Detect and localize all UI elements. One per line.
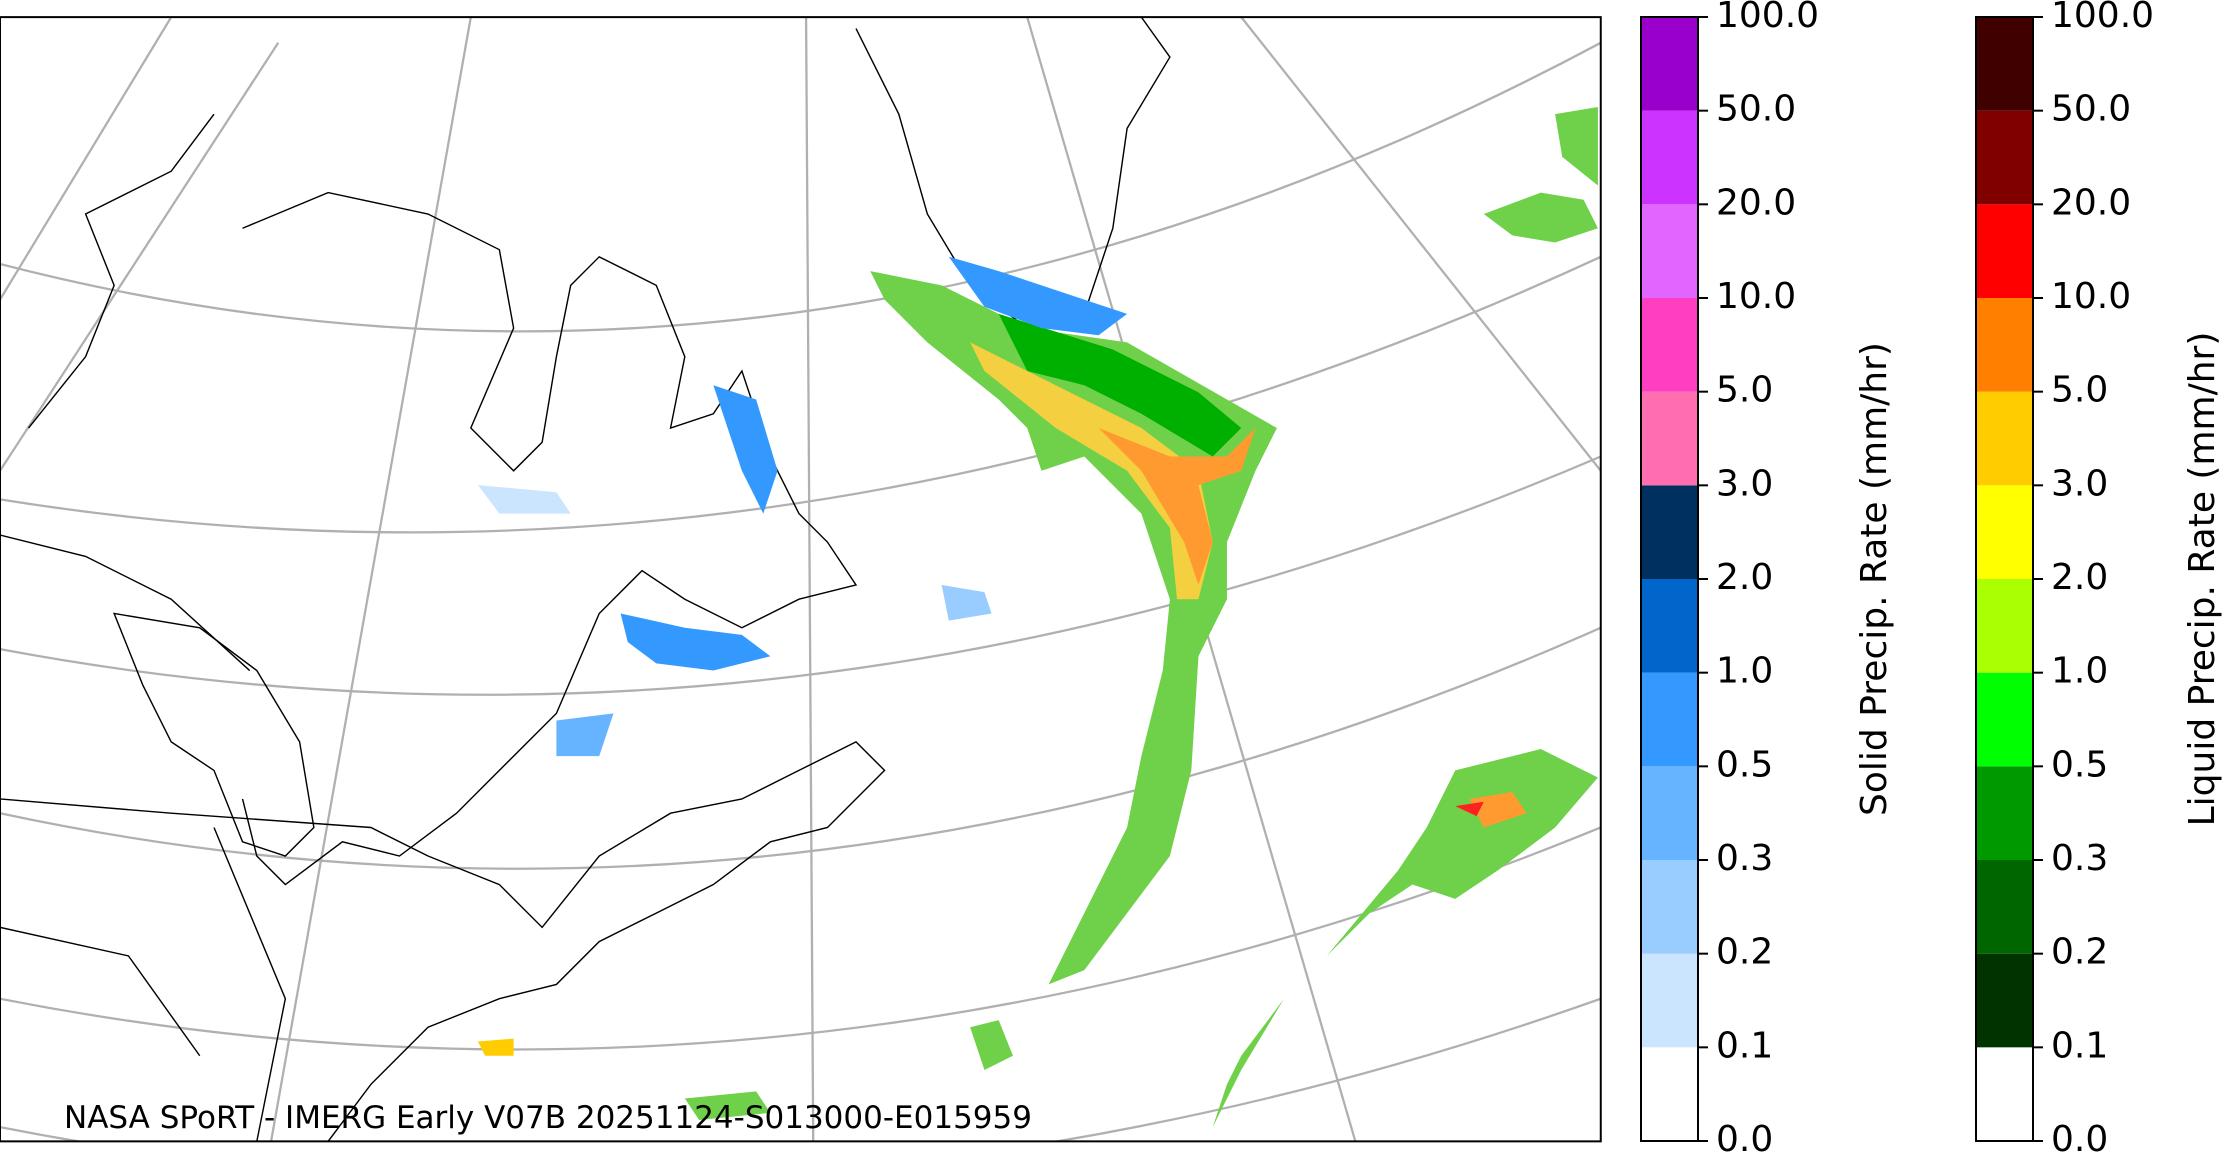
tick-label: 20.0 — [2051, 182, 2131, 223]
tick-label: 5.0 — [2051, 370, 2108, 411]
color-segment — [1641, 766, 1698, 860]
color-segment — [1976, 110, 2033, 205]
color-segment — [1976, 485, 2033, 579]
tick-label: 3.0 — [1716, 463, 1773, 504]
color-segment — [1976, 17, 2033, 111]
tick-label: 0.2 — [1716, 932, 1773, 973]
color-segment — [1641, 579, 1698, 673]
tick-label: 0.0 — [1716, 1119, 1773, 1160]
tick-label: 0.2 — [2051, 932, 2108, 973]
tick-label: 0.1 — [1716, 1025, 1773, 1066]
tick-label: 100.0 — [1716, 0, 1819, 36]
tick-label: 0.3 — [2051, 838, 2108, 879]
color-segment — [1976, 860, 2033, 954]
color-segment — [1641, 110, 1698, 205]
color-segment — [1641, 953, 1698, 1048]
tick-label: 0.5 — [1716, 744, 1773, 785]
tick-label: 2.0 — [2051, 557, 2108, 598]
tick-label: 10.0 — [1716, 276, 1796, 317]
tick-label: 0.0 — [2051, 1119, 2108, 1160]
color-segment — [1976, 391, 2033, 486]
tick-label: 10.0 — [2051, 276, 2131, 317]
color-segment — [1641, 298, 1698, 392]
color-segment — [1641, 860, 1698, 954]
map-frame — [0, 16, 1602, 1143]
color-segment — [1976, 579, 2033, 673]
colorbar-label: Solid Precip. Rate (mm/hr) — [1854, 342, 1895, 816]
color-segment — [1641, 17, 1698, 111]
color-segment — [1641, 672, 1698, 767]
map — [0, 16, 1602, 1143]
color-segment — [1976, 672, 2033, 767]
colorbar-label: Liquid Precip. Rate (mm/hr) — [2182, 332, 2223, 827]
color-segment — [1976, 298, 2033, 392]
color-segment — [1641, 204, 1698, 298]
tick-label: 50.0 — [1716, 89, 1796, 130]
tick-label: 3.0 — [2051, 463, 2108, 504]
tick-label: 0.3 — [1716, 838, 1773, 879]
color-segment — [1976, 953, 2033, 1048]
tick-label: 100.0 — [2051, 0, 2154, 36]
tick-label: 0.5 — [2051, 744, 2108, 785]
tick-label: 50.0 — [2051, 89, 2131, 130]
tick-label: 20.0 — [1716, 182, 1796, 223]
color-segment — [1641, 1047, 1698, 1141]
color-segment — [1976, 204, 2033, 298]
color-segment — [1976, 766, 2033, 860]
map-caption: NASA SPoRT - IMERG Early V07B 20251124-S… — [64, 1100, 1032, 1136]
tick-label: 2.0 — [1716, 557, 1773, 598]
tick-label: 1.0 — [2051, 651, 2108, 692]
color-segment — [1641, 485, 1698, 579]
tick-label: 1.0 — [1716, 651, 1773, 692]
tick-label: 0.1 — [2051, 1025, 2108, 1066]
color-segment — [1976, 1047, 2033, 1141]
tick-label: 5.0 — [1716, 370, 1773, 411]
color-segment — [1641, 391, 1698, 486]
